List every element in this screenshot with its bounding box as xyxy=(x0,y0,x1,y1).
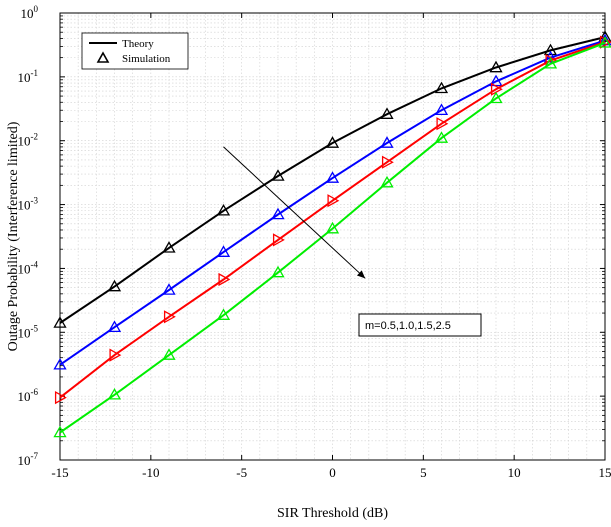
data-point-marker xyxy=(216,308,231,320)
data-series xyxy=(53,30,611,438)
data-point-marker xyxy=(163,310,176,324)
x-tick-label: 0 xyxy=(329,465,336,480)
series-group xyxy=(53,30,611,328)
data-point-marker xyxy=(107,387,122,400)
data-point-marker xyxy=(53,357,67,370)
data-point-marker xyxy=(543,50,558,63)
legend-label: Theory xyxy=(122,38,154,50)
x-tick-label: -15 xyxy=(51,465,68,480)
annotation-arrow-head xyxy=(356,270,366,279)
legend-triangle-swatch xyxy=(96,51,110,63)
y-tick-label: 10-7 xyxy=(18,451,39,468)
data-point-marker xyxy=(543,43,558,56)
legend-box xyxy=(81,32,189,70)
data-point-marker xyxy=(271,207,285,220)
annotation-text: m=0.5,1.0,1.5,2.5 xyxy=(365,320,451,332)
x-tick-label: 5 xyxy=(420,465,427,480)
x-axis-label: SIR Threshold (dB) xyxy=(277,506,388,521)
series-line xyxy=(59,41,606,399)
data-point-marker xyxy=(434,103,449,116)
data-point-marker xyxy=(216,203,231,216)
data-point-marker xyxy=(216,245,231,257)
data-point-marker xyxy=(380,107,394,119)
data-point-marker xyxy=(434,81,449,94)
data-point-marker xyxy=(381,155,394,169)
data-point-marker xyxy=(325,171,340,183)
series-group xyxy=(53,36,611,438)
series-line xyxy=(59,39,606,366)
y-tick-label: 10-3 xyxy=(18,196,39,213)
data-point-marker xyxy=(271,169,285,181)
data-point-marker xyxy=(162,241,176,253)
data-point-marker xyxy=(107,279,122,292)
y-tick-label: 100 xyxy=(21,4,39,21)
y-tick-label: 10-1 xyxy=(18,68,39,85)
data-point-marker xyxy=(325,221,340,234)
x-tick-label: -5 xyxy=(236,465,247,480)
data-point-marker xyxy=(53,316,67,328)
data-point-marker xyxy=(489,91,503,104)
data-point-marker xyxy=(489,60,503,73)
data-point-marker xyxy=(327,194,340,208)
x-tick-label: 10 xyxy=(508,465,521,480)
series-group xyxy=(54,35,611,405)
series-line xyxy=(59,36,606,324)
data-point-marker xyxy=(598,36,611,48)
data-point-marker xyxy=(109,348,122,362)
data-point-marker xyxy=(162,348,176,360)
data-point-marker xyxy=(54,390,67,405)
data-point-marker xyxy=(490,82,503,96)
legend: Theory Simulation xyxy=(81,32,189,70)
data-point-marker xyxy=(107,320,122,333)
series-line xyxy=(59,41,606,434)
data-point-marker xyxy=(436,117,449,131)
annotation-box xyxy=(358,313,482,337)
data-point-marker xyxy=(272,233,285,247)
legend-entry-simulation: Simulation xyxy=(96,51,171,65)
annotation: m=0.5,1.0,1.5,2.5 xyxy=(223,146,482,337)
data-point-marker xyxy=(543,56,558,69)
data-point-marker xyxy=(162,283,176,295)
series-group xyxy=(53,33,611,370)
data-point-marker xyxy=(325,136,340,148)
legend-label: Simulation xyxy=(122,53,171,65)
legend-entry-theory: Theory xyxy=(89,38,154,50)
y-axis-label: Outage Probability (Interference limited… xyxy=(6,121,21,351)
y-tick-label: 10-5 xyxy=(18,323,39,340)
data-point-marker xyxy=(218,272,231,287)
y-tick-label: 10-6 xyxy=(18,387,39,404)
x-tick-label: -10 xyxy=(142,465,159,480)
data-point-marker xyxy=(53,425,67,438)
data-point-marker xyxy=(380,175,394,188)
data-point-marker xyxy=(271,265,285,278)
data-point-marker xyxy=(380,136,394,148)
x-tick-label: 15 xyxy=(599,465,611,480)
axis-ticks: -15 -10 -5 0 5 10 15 10-7 10-6 10-5 10-4 10-3 10-2 10… xyxy=(18,4,611,480)
annotation-arrow-line xyxy=(223,146,366,279)
data-point-marker xyxy=(434,131,449,143)
y-tick-label: 10-4 xyxy=(18,259,39,276)
y-tick-label: 10-2 xyxy=(18,132,39,149)
